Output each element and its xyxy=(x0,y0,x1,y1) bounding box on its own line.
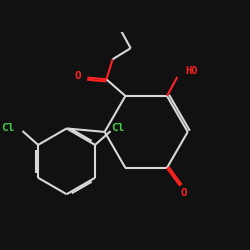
Text: Cl: Cl xyxy=(112,123,125,133)
Text: O: O xyxy=(74,71,81,81)
Text: Cl: Cl xyxy=(2,123,15,133)
Text: HO: HO xyxy=(185,66,198,76)
Text: O: O xyxy=(181,188,188,198)
